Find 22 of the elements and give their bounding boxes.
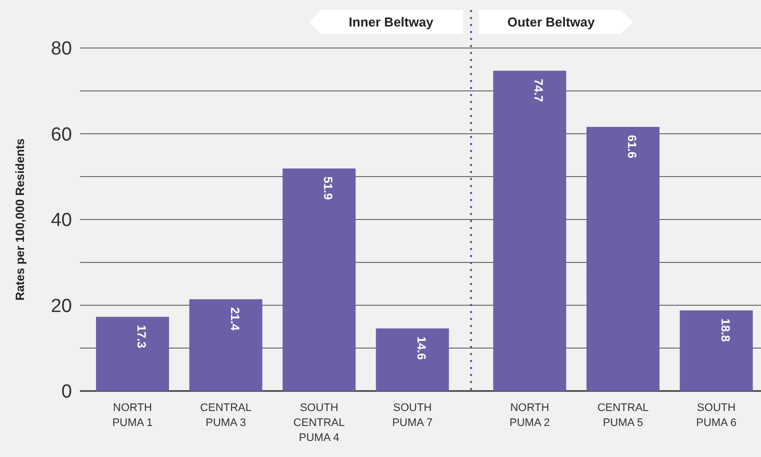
y-tick-label: 0 bbox=[61, 382, 72, 403]
y-tick-label: 40 bbox=[50, 210, 72, 232]
data-label: 21.4 bbox=[228, 307, 242, 331]
x-tick-label: CENTRAL PUMA 5 bbox=[597, 402, 649, 429]
y-tick-label: 20 bbox=[50, 296, 72, 317]
data-label: 14.6 bbox=[414, 336, 428, 360]
data-label: 17.3 bbox=[134, 324, 148, 349]
data-label: 18.8 bbox=[718, 318, 732, 342]
y-tick-label: 80 bbox=[50, 38, 72, 60]
x-tick-label: CENTRAL PUMA 3 bbox=[200, 402, 252, 429]
text: Outer Beltway bbox=[507, 14, 596, 30]
x-tick-label: SOUTH CENTRAL PUMA 4 bbox=[293, 402, 345, 444]
x-tick-label: NORTH PUMA 2 bbox=[510, 402, 550, 429]
y-axis-title: Rates per 100,000 Residents bbox=[13, 138, 27, 301]
x-tick-label: NORTH PUMA 1 bbox=[112, 402, 153, 429]
text: Inner Beltway bbox=[348, 14, 434, 30]
data-label: 51.9 bbox=[321, 176, 336, 200]
data-label: 61.6 bbox=[625, 134, 639, 159]
x-tick-label: SOUTH PUMA 7 bbox=[392, 402, 433, 429]
x-tick-label: SOUTH PUMA 6 bbox=[696, 402, 736, 429]
y-tick-label: 60 bbox=[50, 124, 72, 146]
data-label: 74.7 bbox=[532, 78, 546, 102]
